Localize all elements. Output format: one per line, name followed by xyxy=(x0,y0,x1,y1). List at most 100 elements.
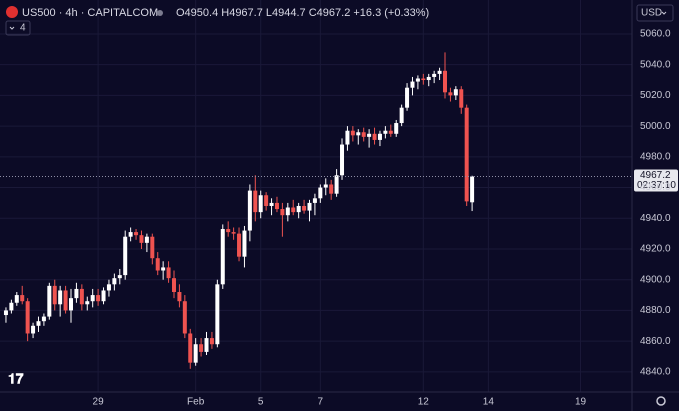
candle-body xyxy=(367,133,372,137)
symbol-icon xyxy=(6,6,18,18)
candle-body xyxy=(405,87,410,108)
indicator-toggle[interactable] xyxy=(5,20,31,36)
candle-body xyxy=(350,130,355,136)
candle-body xyxy=(443,70,448,93)
y-tick-label: 5000.0 xyxy=(640,121,671,132)
candle-body xyxy=(20,295,25,302)
currency-button[interactable] xyxy=(636,4,674,22)
candle-body xyxy=(171,278,176,293)
last-price-label: 4967.2 xyxy=(640,170,671,181)
candle-body xyxy=(209,338,214,345)
x-tick-label: 29 xyxy=(93,397,105,408)
candle-body xyxy=(90,295,95,302)
candle-body xyxy=(106,284,111,291)
candle-body xyxy=(312,198,317,203)
x-tick-label: 19 xyxy=(575,397,587,408)
x-tick-label: 7 xyxy=(318,397,324,408)
candle-body xyxy=(253,190,258,213)
candle-body xyxy=(307,202,312,211)
candle-body xyxy=(199,344,204,352)
candle-body xyxy=(334,175,339,194)
candle-body xyxy=(394,123,399,134)
candle-body xyxy=(426,76,431,81)
chevron xyxy=(661,11,667,15)
candle-body xyxy=(231,232,236,234)
candle-body xyxy=(242,230,247,257)
y-tick-label: 4860.0 xyxy=(640,336,671,347)
candle-body xyxy=(356,132,361,136)
candle-body xyxy=(345,130,350,145)
candle-body xyxy=(264,195,269,206)
candle-body xyxy=(101,290,106,302)
candle-body xyxy=(204,338,209,352)
candle-body xyxy=(459,89,464,108)
candle-body xyxy=(237,233,242,257)
candles xyxy=(3,52,475,369)
y-tick-label: 4840.0 xyxy=(640,367,671,378)
candle-body xyxy=(291,207,296,213)
candle-body xyxy=(177,292,182,302)
y-tick-label: 4880.0 xyxy=(640,305,671,316)
candle-body xyxy=(280,209,285,216)
y-tick-label: 4980.0 xyxy=(640,151,671,162)
logo: 𝟏𝟕 xyxy=(8,371,24,387)
candle-body xyxy=(14,295,19,303)
candle-body xyxy=(47,285,52,317)
candle-body xyxy=(134,232,139,236)
candle-body xyxy=(377,133,382,140)
candle-body xyxy=(36,321,41,326)
candle-body xyxy=(453,89,458,96)
candle-body xyxy=(470,176,475,203)
y-tick-label: 5020.0 xyxy=(640,90,671,101)
candle-body xyxy=(69,298,74,311)
candle-body xyxy=(139,235,144,243)
indicator-count: 4 xyxy=(20,23,26,34)
x-tick-label: 12 xyxy=(418,397,430,408)
y-tick-label: 4940.0 xyxy=(640,213,671,224)
candle-body xyxy=(96,295,101,302)
candle-body xyxy=(383,130,388,134)
candle-body xyxy=(220,229,225,285)
candle-body xyxy=(144,236,149,243)
y-tick-label: 5040.0 xyxy=(640,59,671,70)
candle-body xyxy=(410,81,415,88)
candle-body xyxy=(318,187,323,199)
candle-body xyxy=(388,130,393,134)
candle-body xyxy=(329,184,334,194)
countdown-label: 02:37:10 xyxy=(637,180,676,191)
candle-body xyxy=(63,290,68,311)
candle-body xyxy=(215,284,220,345)
candle-body xyxy=(166,267,171,279)
candle-body xyxy=(432,73,437,77)
candle-body xyxy=(3,310,8,316)
candle-body xyxy=(464,107,469,202)
candle-body xyxy=(226,229,231,233)
candle-body xyxy=(323,184,328,188)
candle-body xyxy=(372,133,377,140)
settings-icon[interactable] xyxy=(656,396,666,406)
y-tick-label: 4900.0 xyxy=(640,274,671,285)
candle-body xyxy=(25,301,30,334)
candle-body xyxy=(340,144,345,176)
candle-body xyxy=(399,107,404,124)
candle-body xyxy=(85,301,90,305)
candle-body xyxy=(361,132,366,137)
candle-body xyxy=(258,195,263,213)
candle-body xyxy=(161,267,166,271)
price-tag xyxy=(634,169,678,192)
candle-body xyxy=(448,92,453,96)
candle-body xyxy=(285,207,290,216)
candle-body xyxy=(41,316,46,322)
chevron xyxy=(9,26,15,30)
candle-body xyxy=(415,78,420,82)
candle-body xyxy=(58,290,63,305)
x-tick-label: 5 xyxy=(258,397,264,408)
candle-body xyxy=(74,288,79,299)
y-tick-label: 5060.0 xyxy=(640,29,671,40)
ohlc-readout: O4950.4 H4967.7 L4944.7 C4967.2 +16.3 (+… xyxy=(176,7,429,19)
candle-body xyxy=(155,258,160,271)
x-tick-label: Feb xyxy=(187,397,205,408)
candle-body xyxy=(421,78,426,81)
candle-body xyxy=(117,275,122,279)
